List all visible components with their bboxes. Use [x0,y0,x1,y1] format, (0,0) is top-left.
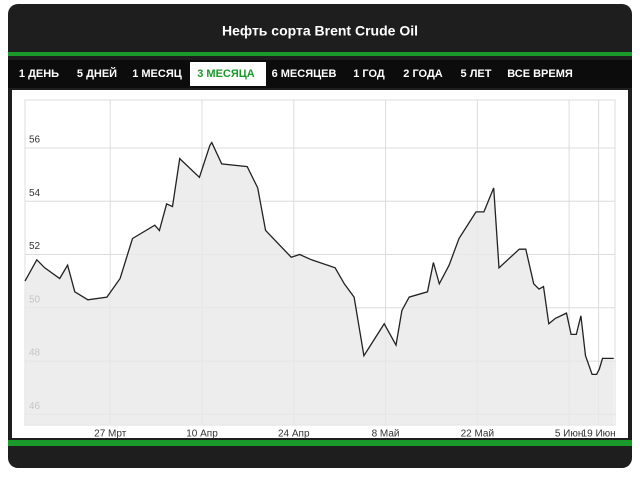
line [24,141,614,376]
footer-accent [8,440,632,446]
x-tick-label: 5 Июн [555,429,584,440]
tab[interactable]: 1 ГОД [353,68,385,80]
tab[interactable]: 1 ДЕНЬ [19,68,59,80]
tab[interactable]: 2 ГОДА [403,68,443,80]
tab[interactable]: ВСЕ ВРЕМЯ [507,68,573,80]
tab-bar [8,60,632,88]
y-tick-label: 52 [29,241,41,252]
tab[interactable]: 1 МЕСЯЦ [132,68,182,80]
chart-title: Нефть сорта Brent Crude Oil [222,23,418,39]
header-accent [8,52,632,56]
tab[interactable]: 5 ДНЕЙ [77,67,117,80]
x-tick-label: 24 Апр [278,429,310,440]
tab[interactable]: 3 МЕСЯЦА [197,68,255,80]
tab[interactable]: 5 ЛЕТ [461,68,492,80]
area [25,142,614,425]
x-tick-label: 10 Апр [186,429,218,440]
tab[interactable]: 6 МЕСЯЦЕВ [272,68,337,80]
x-tick-label: 27 Мрт [94,429,127,440]
tab-active-bg [190,62,266,86]
x-tick-label: 19 Июн [582,429,616,440]
x-tick-label: 22 Май [461,429,495,440]
y-tick-label: 56 [29,135,41,146]
y-tick-label: 54 [29,188,41,199]
x-tick-label: 8 Май [372,429,400,440]
